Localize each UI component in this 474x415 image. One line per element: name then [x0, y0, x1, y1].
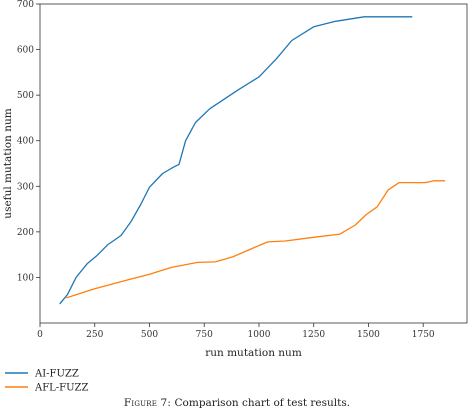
y-axis-ticks: 100 200 300 400 500 600 700 — [17, 0, 40, 283]
axes-frame — [39, 3, 468, 324]
plot-area-frame — [39, 3, 468, 324]
y-tick-label: 600 — [17, 46, 34, 56]
x-tick-label: 500 — [141, 330, 158, 340]
legend-label: AFL-FUZZ — [34, 383, 88, 394]
x-tick-label: 1000 — [248, 330, 271, 340]
legend: AI-FUZZ AFL-FUZZ — [5, 369, 88, 394]
series-layer — [59, 16, 446, 305]
x-axis-ticks: 0 250 500 750 1000 1250 1500 1750 — [37, 323, 435, 340]
y-tick-label: 500 — [17, 91, 34, 101]
series-line-afl-fuzz — [66, 180, 446, 299]
y-tick-label: 100 — [17, 273, 34, 283]
legend-label: AI-FUZZ — [34, 369, 79, 380]
series-line-ai-fuzz — [59, 16, 413, 305]
y-tick-label: 200 — [17, 228, 34, 238]
x-tick-label: 0 — [37, 330, 43, 340]
figure-caption-text: Comparison chart of test results. — [174, 397, 351, 409]
x-tick-label: 1250 — [302, 330, 325, 340]
figure-label: Figure 7: — [123, 397, 172, 409]
figure-caption: Figure 7: Comparison chart of test resul… — [0, 397, 474, 409]
x-tick-label: 250 — [86, 330, 103, 340]
y-tick-label: 700 — [17, 0, 34, 10]
x-tick-label: 1750 — [412, 330, 435, 340]
y-tick-label: 300 — [17, 182, 34, 192]
y-tick-label: 400 — [17, 137, 34, 147]
x-axis-label: run mutation num — [205, 347, 302, 359]
x-tick-label: 750 — [196, 330, 213, 340]
x-tick-label: 1500 — [357, 330, 380, 340]
y-axis-label: useful mutation num — [2, 108, 14, 218]
